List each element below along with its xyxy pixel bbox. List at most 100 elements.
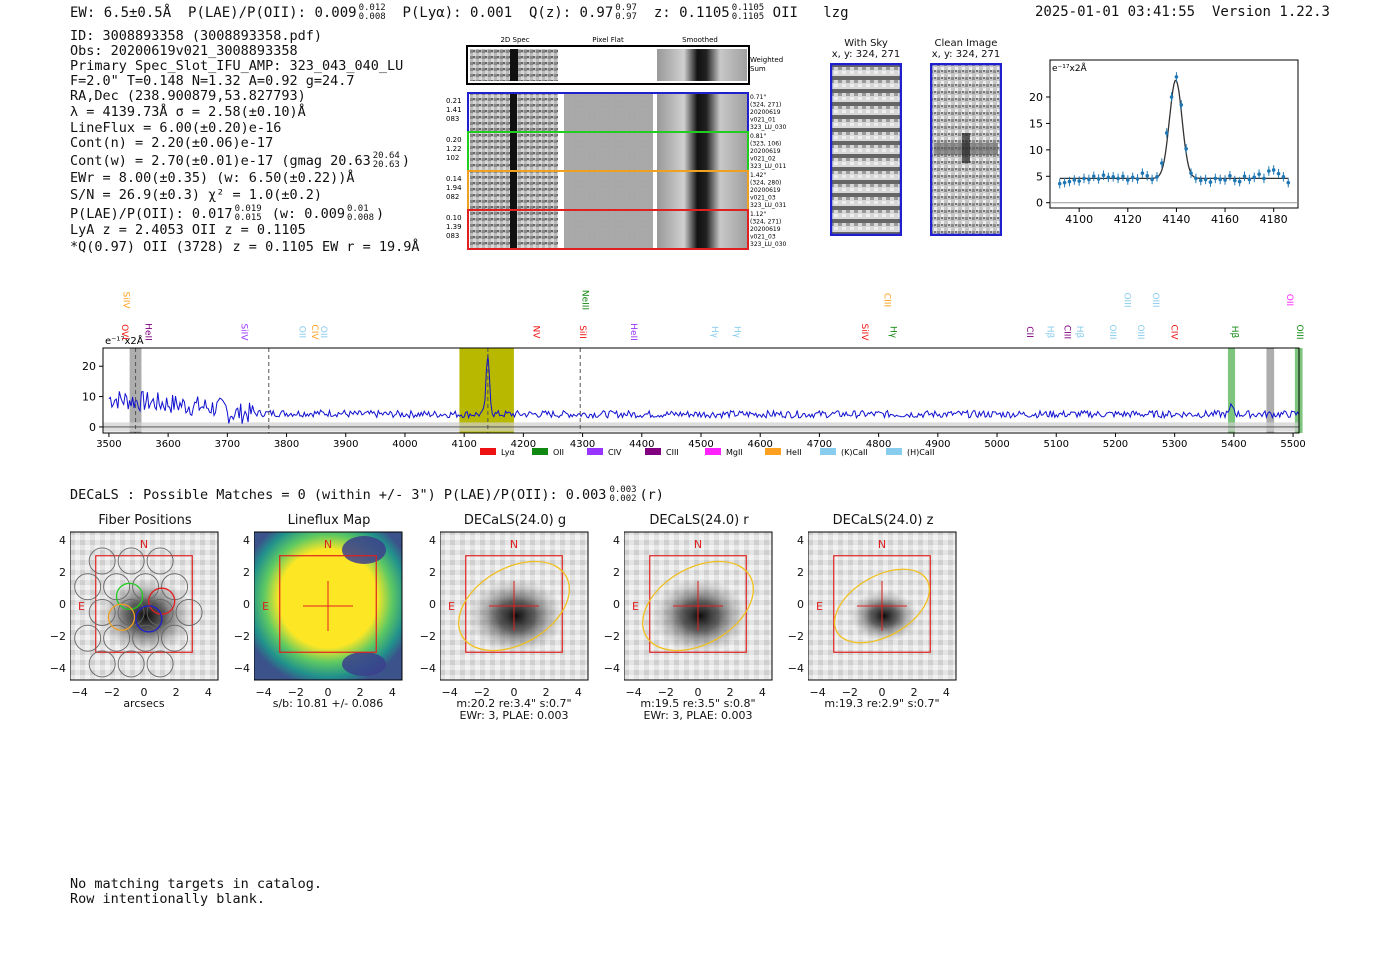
zoom-data-point — [1247, 174, 1252, 185]
header-z-line: OII — [772, 5, 798, 21]
full-xtick-label: 5100 — [1044, 439, 1069, 450]
line-label-upper: OII — [1284, 294, 1294, 306]
zoom-data-point — [1174, 72, 1179, 82]
cutout-left-label: 0.10 — [446, 214, 462, 222]
zoom-xtick-label: 4120 — [1114, 213, 1142, 226]
aperture-ellipse — [642, 560, 754, 652]
zoom-data-point — [1101, 170, 1106, 180]
zoom-data-point — [1276, 168, 1281, 179]
cutout-right-label: 323_LU_030 — [750, 124, 787, 131]
cutout-left-label: 0.21 — [446, 97, 462, 105]
full-xtick-label: 4600 — [747, 439, 772, 450]
col-2d-spec: 2D Spec — [500, 36, 529, 44]
zoom-data-point — [1271, 165, 1276, 175]
fiber-circle-selected — [135, 605, 163, 633]
info-lineflux: LineFlux = 6.00(±0.20)e-16 — [70, 120, 282, 136]
panel-image-fiber: NE — [70, 531, 219, 681]
decals-summary-hi: 0.003 — [609, 485, 637, 495]
info-contw: Cont(w) = 2.70(±0.01)e-17 (gmag 20.63 — [70, 153, 371, 169]
decals-summary-lo: 0.002 — [609, 494, 637, 504]
line-label-lower: OIII — [1294, 324, 1304, 339]
info-plae-w-lo: 0.008 — [346, 213, 375, 223]
zoom-data-point — [1252, 172, 1257, 183]
line-label-lower: SiIV — [859, 323, 869, 341]
zoom-data-point — [1286, 177, 1291, 188]
header-plya: P(Lyα): 0.001 — [402, 5, 513, 21]
zoom-data-point — [1116, 173, 1120, 184]
zoom-ytick-label: 15 — [1029, 117, 1043, 130]
aperture-box — [649, 555, 747, 653]
zoom-data-point — [1189, 168, 1193, 178]
panel-ytick: 0 — [59, 598, 66, 611]
cutout-left-label: 0.14 — [446, 175, 462, 183]
zoom-data-point — [1257, 169, 1261, 179]
zoom-data-point — [1203, 174, 1208, 185]
zoom-ytick-label: 5 — [1036, 170, 1043, 183]
panel-ytick: 0 — [429, 598, 436, 611]
full-ytick-label: 0 — [89, 421, 96, 434]
info-plae-end: ) — [376, 206, 385, 222]
panel-xtick: 0 — [510, 686, 518, 699]
zoom-data-point — [1179, 100, 1184, 110]
compass-north: N — [878, 538, 886, 551]
full-xtick-label: 5500 — [1280, 439, 1305, 450]
header-q: Q(z): 0.97 — [528, 5, 614, 21]
panel-caption: EWr: 3, PLAE: 0.003 — [459, 709, 569, 722]
panel-ytick: 2 — [797, 565, 804, 579]
header-q-hi: 0.97 — [615, 3, 637, 13]
info-contw-row: Cont(w) = 2.70(±0.01)e-17 (gmag 20.63 20.… — [70, 152, 410, 170]
zoom-data-point — [1213, 173, 1218, 184]
fiber-circle — [88, 598, 116, 626]
zoom-data-point — [1169, 92, 1174, 102]
col-smoothed: Smoothed — [682, 36, 718, 44]
full-xtick-label: 5200 — [1103, 439, 1128, 450]
panel-xtick: −4 — [625, 686, 642, 699]
clean-image-xy: x, y: 324, 271 — [931, 49, 1001, 60]
zoom-data-point — [1082, 173, 1086, 184]
full-xtick-label: 3800 — [274, 439, 299, 450]
aperture-ellipse — [833, 568, 931, 644]
panel-ytick: 0 — [243, 598, 250, 611]
zoom-data-point — [1281, 172, 1286, 182]
panel-xtick: 2 — [356, 686, 364, 699]
zoom-data-point — [1072, 175, 1077, 185]
header-ew: EW: 6.5±0.5Å — [70, 5, 172, 21]
line-label-upper: OIII — [1121, 292, 1131, 307]
weighted-label: Weighted — [750, 56, 783, 64]
fiber-circle — [132, 573, 160, 601]
panel-xtick: −2 — [287, 686, 304, 699]
version: Version 1.22.3 — [1211, 4, 1330, 20]
full-spectrum-chart: e⁻¹⁷x2Å 3500 3600 3700 3800 3900 4000 4100 4200 4… — [82, 290, 1306, 457]
full-xtick-label: 5400 — [1221, 439, 1246, 450]
zoom-data-point — [1208, 177, 1213, 187]
cutout-right-label: 323_LU_031 — [750, 202, 787, 209]
compass-north: N — [694, 538, 702, 551]
full-xtick-label: 3700 — [215, 439, 240, 450]
clean-image — [930, 63, 1002, 236]
clean-image-label: Clean Image — [934, 38, 998, 49]
cutout-line-column — [510, 94, 517, 131]
decals-summary-text: DECaLS : Possible Matches = 0 (within +/… — [70, 487, 607, 503]
zoom-data-point — [1164, 128, 1169, 138]
full-xtick-label: 4700 — [807, 439, 832, 450]
cutout-right-label: 0.71" — [750, 94, 766, 101]
panel-xtick: −4 — [441, 686, 458, 699]
panel-xtick: 0 — [324, 686, 332, 699]
zoom-data-point — [1262, 173, 1266, 184]
cutout-left-label: 0.20 — [446, 136, 462, 144]
cutout-right-label: 20200619 — [750, 187, 781, 194]
line-label-lower: CIV — [309, 324, 319, 340]
legend-label: HeII — [786, 448, 802, 457]
fiber-circle — [117, 650, 145, 678]
clean-image-title: Clean Image x, y: 324, 271 — [930, 38, 1002, 60]
with-sky-title: With Sky x, y: 324, 271 — [830, 38, 902, 60]
full-xtick-label: 4000 — [392, 439, 417, 450]
info-id: ID: 3008893358 (3008893358.pdf) — [70, 28, 322, 44]
compass-north: N — [324, 538, 332, 551]
cutout-right-label: 20200619 — [750, 148, 781, 155]
panel-frame — [254, 531, 403, 681]
